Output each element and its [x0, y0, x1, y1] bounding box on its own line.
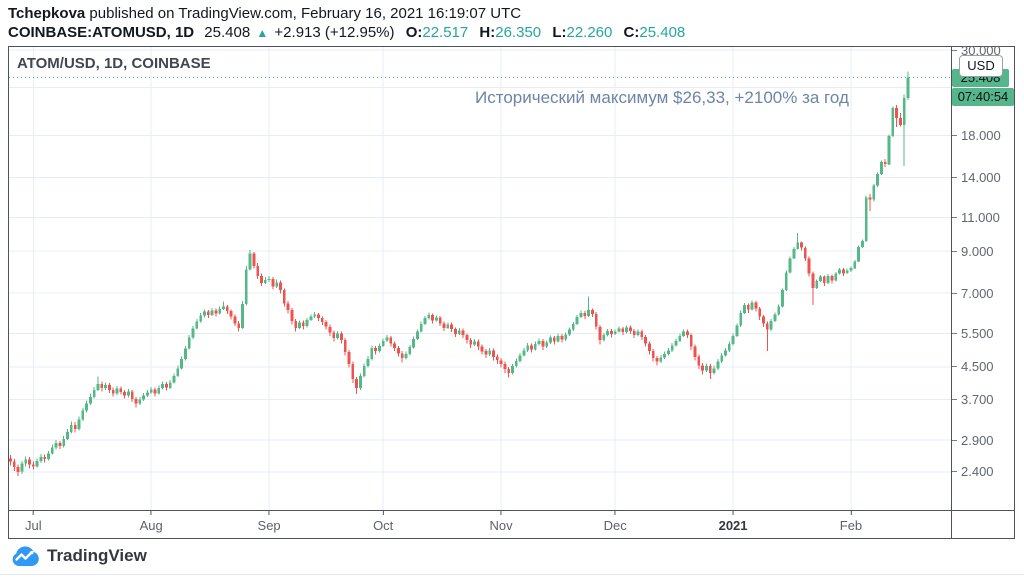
axis-separator-vertical [951, 47, 952, 538]
close-label: C: [623, 24, 640, 41]
tradingview-cloud-icon [12, 546, 39, 566]
chart-title: ATOM/USD, 1D, COINBASE [17, 55, 211, 72]
tradingview-logo[interactable]: TradingView [10, 545, 147, 567]
price-tick-label: 3.700 [952, 392, 994, 408]
price-tick-label: 14.000 [952, 169, 1001, 185]
price-tick-label: 2.400 [952, 464, 994, 480]
author-name: Tchepkova [8, 5, 86, 22]
up-arrow-icon: ▲ [256, 26, 269, 40]
time-tick-label: Aug [140, 511, 163, 533]
ath-annotation: Исторический максимум $26,33, +2100% за … [475, 88, 849, 107]
chart-frame: ATOM/USD, 1D, COINBASE Исторический макс… [8, 43, 1015, 539]
price-tick-label: 4.500 [952, 359, 994, 375]
time-tick-label: Jul [25, 511, 42, 533]
high-label: H: [479, 24, 496, 41]
time-axis[interactable]: Jul Aug Sep Oct Nov Dec 2021 Feb [9, 511, 951, 537]
symbol-label: COINBASE:ATOMUSD, 1D [8, 24, 195, 41]
time-tick-label: Feb [840, 511, 862, 533]
candlestick-plot[interactable]: ATOM/USD, 1D, COINBASE Исторический макс… [9, 47, 951, 510]
time-tick-label: Nov [490, 511, 513, 533]
price-axis[interactable]: 30.000 18.000 14.000 11.000 9.000 7.000 5.500 4… [952, 43, 1014, 510]
price-tick-label: 30.000 [952, 42, 1001, 58]
open-label: O: [405, 24, 423, 41]
countdown-badge: 07:40:54 [952, 87, 1014, 106]
close-value: 25.408 [639, 24, 686, 41]
low-label: L: [552, 24, 567, 41]
time-tick-label: Sep [258, 511, 281, 533]
price-tick-label: 7.000 [952, 285, 994, 301]
price-change: +2.913 (+12.95%) [274, 24, 395, 41]
price-tick-label: 18.000 [952, 127, 1001, 143]
currency-badge: USD [959, 55, 1003, 77]
price-tick-label: 5.500 [952, 325, 994, 341]
time-tick-label: Dec [604, 511, 627, 533]
quote-line: COINBASE:ATOMUSD, 1D 25.408 ▲ +2.913 (+1… [8, 23, 685, 43]
last-price: 25.408 [204, 24, 251, 41]
high-value: 26.350 [495, 24, 542, 41]
time-tick-label: 2021 [719, 511, 748, 533]
price-tick-label: 9.000 [952, 243, 994, 259]
open-value: 22.517 [422, 24, 469, 41]
bottom-divider [0, 574, 1024, 575]
byline-text: published on TradingView.com, February 1… [85, 5, 522, 22]
tradingview-logo-text: TradingView [47, 546, 147, 565]
price-tick-label: 11.000 [952, 210, 1000, 226]
candles-canvas[interactable] [9, 47, 951, 510]
axis-separator-horizontal [9, 510, 1014, 511]
price-tick-label: 2.900 [952, 432, 994, 448]
low-value: 22.260 [566, 24, 613, 41]
byline: Tchepkova published on TradingView.com, … [8, 4, 521, 23]
time-tick-label: Oct [373, 511, 393, 533]
